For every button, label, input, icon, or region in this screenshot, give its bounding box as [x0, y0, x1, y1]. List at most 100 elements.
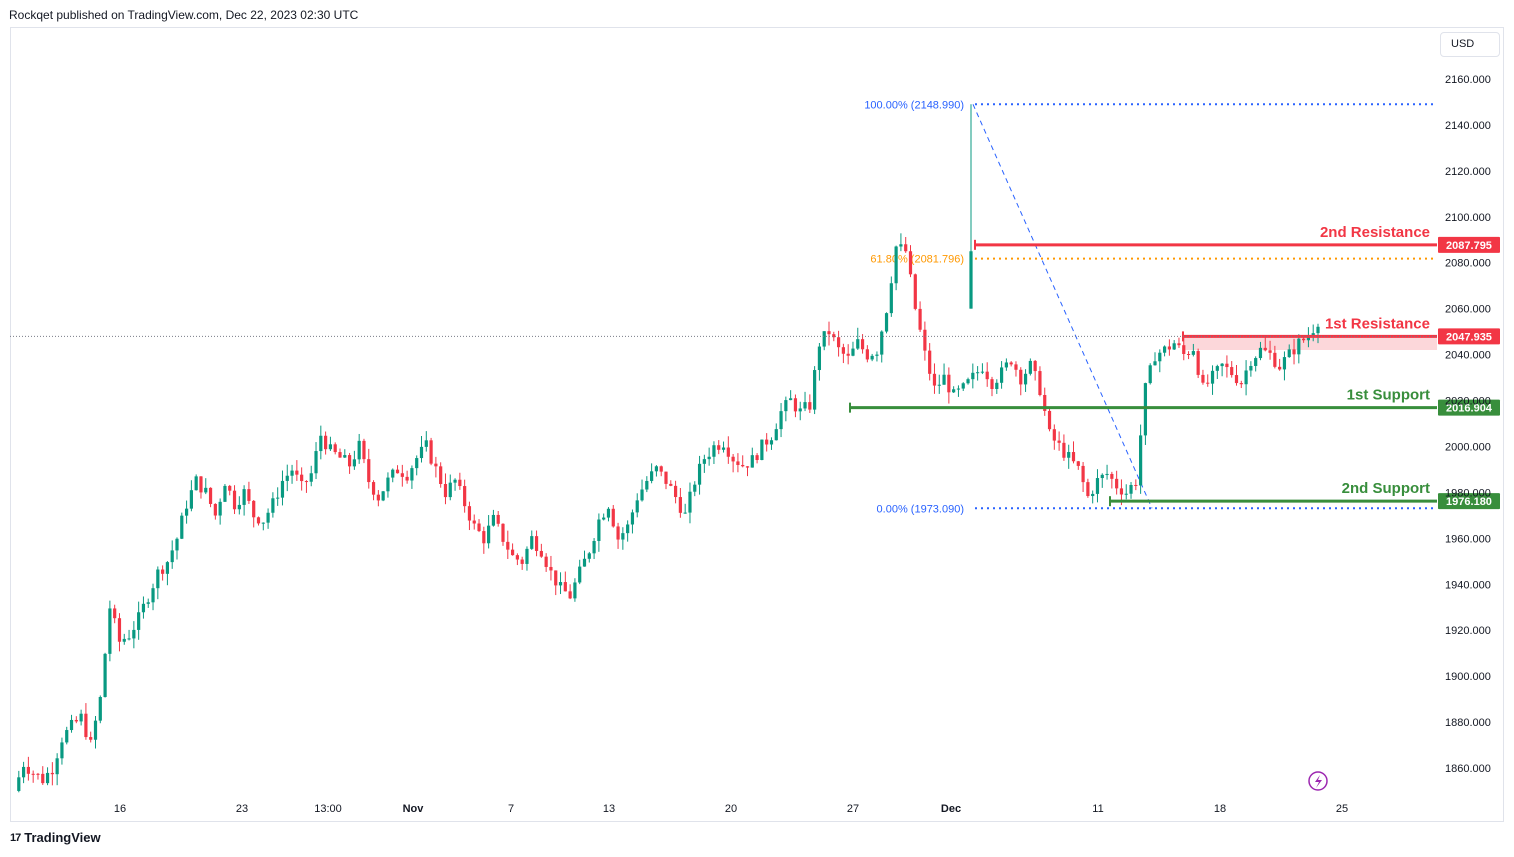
candle-body: [1047, 410, 1052, 430]
candle: [630, 509, 635, 534]
time-tick-label: 20: [725, 803, 737, 815]
candle-body: [31, 773, 35, 775]
candle: [103, 652, 107, 698]
candle: [1186, 351, 1191, 360]
candle-body: [650, 471, 654, 481]
candle: [621, 527, 625, 550]
time-tick-label: 11: [1092, 803, 1103, 815]
candle-body: [1158, 352, 1162, 362]
candle: [218, 498, 222, 525]
candle: [429, 437, 433, 466]
candle-body: [510, 549, 515, 556]
candle: [1263, 337, 1267, 352]
candle-body: [798, 408, 802, 412]
candle-body: [961, 383, 965, 389]
candle-body: [1225, 363, 1229, 368]
candle: [1009, 361, 1013, 367]
candle-body: [50, 772, 54, 775]
candle-body: [1244, 370, 1248, 385]
candle-body: [904, 244, 908, 252]
price-tick-label: 1900.000: [1445, 671, 1491, 683]
candle-body: [549, 566, 553, 571]
candle-body: [870, 355, 874, 360]
candle: [1239, 380, 1243, 389]
candle-body: [161, 569, 165, 574]
price-tick-label: 2160.000: [1445, 74, 1491, 86]
candle-body: [1148, 365, 1152, 384]
candle-body: [1220, 363, 1224, 367]
level-price-tag: 2016.904: [1438, 399, 1500, 416]
candle: [1196, 348, 1200, 379]
candle-body: [247, 489, 251, 501]
candle: [808, 394, 812, 413]
candle-body: [429, 440, 433, 464]
candle-body: [534, 536, 539, 551]
candle: [846, 344, 850, 365]
candle-body: [726, 447, 730, 457]
currency-selector[interactable]: USD: [1440, 32, 1500, 57]
candle-body: [947, 374, 951, 393]
candle: [1139, 424, 1143, 494]
price-tick-label: 1920.000: [1445, 625, 1491, 637]
candle: [228, 484, 232, 496]
candle: [1110, 471, 1114, 489]
candle: [980, 363, 985, 375]
candle: [889, 276, 893, 317]
candle-body: [156, 569, 160, 589]
candle: [530, 530, 534, 550]
candle-body: [1019, 369, 1023, 385]
candle-body: [1191, 351, 1195, 355]
candle-body: [232, 490, 237, 510]
candle: [899, 233, 903, 252]
candle-body: [846, 353, 850, 356]
candle-body: [976, 372, 980, 374]
candle: [635, 493, 639, 518]
level-price-tag: 2087.795: [1438, 236, 1500, 253]
candle-body: [1081, 465, 1085, 483]
brand-name: TradingView: [24, 830, 101, 845]
lightning-circle: [1308, 771, 1328, 791]
candle-body: [1110, 473, 1114, 479]
candle: [563, 571, 567, 592]
candle: [74, 716, 78, 724]
candle: [328, 436, 333, 451]
candle: [836, 330, 841, 357]
tradingview-logo[interactable]: 17 TradingView: [10, 830, 101, 845]
candle: [947, 367, 951, 404]
candle: [137, 601, 141, 640]
price-tick-label: 1860.000: [1445, 763, 1491, 775]
candle: [1206, 374, 1210, 387]
candle-body: [956, 388, 961, 390]
candle: [952, 386, 956, 393]
candle-body: [199, 476, 203, 493]
candle: [247, 481, 251, 504]
candle-body: [654, 466, 659, 472]
candle-body: [309, 473, 313, 482]
replay-lightning-icon[interactable]: [1308, 771, 1328, 791]
candle-body: [1215, 366, 1219, 371]
candle: [736, 453, 740, 473]
candle: [860, 334, 865, 354]
candle: [204, 478, 208, 495]
price-tick-label: 2020.000: [1445, 396, 1491, 408]
candle: [1038, 366, 1042, 397]
candle: [180, 512, 184, 540]
candle-body: [1009, 362, 1013, 365]
candle: [333, 442, 337, 455]
candle-body: [673, 485, 678, 498]
candle: [1249, 361, 1253, 377]
candle: [1287, 344, 1291, 358]
price-tag-text: 2016.904: [1446, 403, 1493, 415]
candle: [1076, 460, 1080, 470]
price-tick-label: 2080.000: [1445, 258, 1491, 270]
candle-body: [151, 588, 155, 603]
candle: [415, 455, 419, 476]
candle: [654, 465, 659, 477]
candle-body: [1177, 343, 1181, 346]
candle: [31, 770, 35, 783]
candle-body: [760, 439, 764, 460]
price-tick-label: 2120.000: [1445, 166, 1491, 178]
candle: [151, 583, 155, 611]
price-tag-bg: [1438, 328, 1500, 345]
